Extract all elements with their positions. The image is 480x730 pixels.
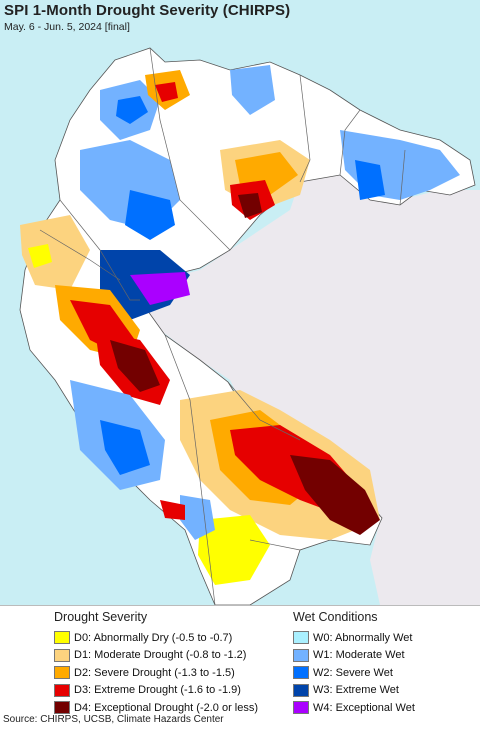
legend-label-d0: D0: Abnormally Dry (-0.5 to -0.7) [74, 631, 233, 644]
legend-label-d1: D1: Moderate Drought (-0.8 to -1.2) [74, 649, 247, 662]
wet-peru-south-deep [100, 420, 150, 475]
source-credit: Source: CHIRPS, UCSB, Climate Hazards Ce… [3, 714, 224, 725]
country-borders [39, 47, 406, 605]
legend-label-w1: W1: Moderate Wet [313, 649, 405, 662]
swatch-w4 [293, 701, 309, 715]
swatch-d4 [54, 701, 70, 715]
swatch-w3 [293, 683, 309, 697]
legend-label-d2: D2: Severe Drought (-1.3 to -1.5) [74, 666, 235, 679]
drought-legend-heading: Drought Severity [54, 610, 148, 624]
wet-south-chile [180, 495, 215, 540]
swatch-w1 [293, 648, 309, 662]
swatch-d0 [54, 631, 70, 645]
map-subtitle: May. 6 - Jun. 5, 2024 [final] [4, 21, 130, 33]
legend-item-w1: W1: Moderate Wet [293, 647, 415, 665]
legend-item-w3: W3: Extreme Wet [293, 682, 415, 700]
legend-label-d4: D4: Exceptional Drought (-2.0 or less) [74, 701, 259, 714]
swatch-d3 [54, 683, 70, 697]
legend-item-d1: D1: Moderate Drought (-0.8 to -1.2) [54, 647, 258, 665]
drought-map: SPI 1-Month Drought Severity (CHIRPS) Ma… [0, 0, 480, 605]
wet-patch-colombia-deep [125, 190, 175, 240]
wet-legend-heading: Wet Conditions [293, 610, 378, 624]
map-title: SPI 1-Month Drought Severity (CHIRPS) [4, 2, 291, 19]
drought-south-yellow [198, 515, 270, 585]
wet-patch-venezuela [230, 65, 275, 115]
drought-south-red [160, 500, 185, 520]
swatch-w0 [293, 631, 309, 645]
swatch-d1 [54, 648, 70, 662]
exceptional-wet-colombia-purple [130, 272, 190, 305]
legend: Drought Severity D0: Abnormally Dry (-0.… [0, 605, 480, 715]
outside-region [140, 170, 480, 605]
legend-item-d4: D4: Exceptional Drought (-2.0 or less) [54, 699, 258, 717]
wet-patch-guyana-deep [355, 160, 385, 200]
swatch-d2 [54, 666, 70, 680]
wet-legend: Wet Conditions W0: Abnormally Wet W1: Mo… [293, 610, 415, 717]
legend-label-w4: W4: Exceptional Wet [313, 701, 415, 714]
legend-item-d3: D3: Extreme Drought (-1.6 to -1.9) [54, 682, 258, 700]
wet-patch-north-deep [116, 96, 148, 124]
title-block: SPI 1-Month Drought Severity (CHIRPS) Ma… [4, 2, 290, 33]
legend-item-w2: W2: Severe Wet [293, 664, 415, 682]
legend-label-d3: D3: Extreme Drought (-1.6 to -1.9) [74, 684, 241, 697]
drought-peru-band-exceptional [110, 340, 160, 392]
drought-bolivia-exceptional [290, 455, 380, 535]
swatch-w2 [293, 666, 309, 680]
legend-label-w0: W0: Abnormally Wet [313, 631, 413, 644]
drought-ecuador [20, 215, 90, 290]
map-canvas [19, 47, 480, 605]
legend-item-d2: D2: Severe Drought (-1.3 to -1.5) [54, 664, 258, 682]
legend-label-w3: W3: Extreme Wet [313, 684, 399, 697]
legend-label-w2: W2: Severe Wet [313, 666, 393, 679]
drought-caribbean-coast-red [155, 82, 178, 102]
drought-ecuador-dry [28, 244, 52, 268]
drought-venezuela-exceptional [238, 193, 262, 218]
drought-legend: Drought Severity D0: Abnormally Dry (-0.… [54, 610, 258, 717]
legend-item-w0: W0: Abnormally Wet [293, 629, 415, 647]
legend-item-w4: W4: Exceptional Wet [293, 699, 415, 717]
legend-item-d0: D0: Abnormally Dry (-0.5 to -0.7) [54, 629, 258, 647]
